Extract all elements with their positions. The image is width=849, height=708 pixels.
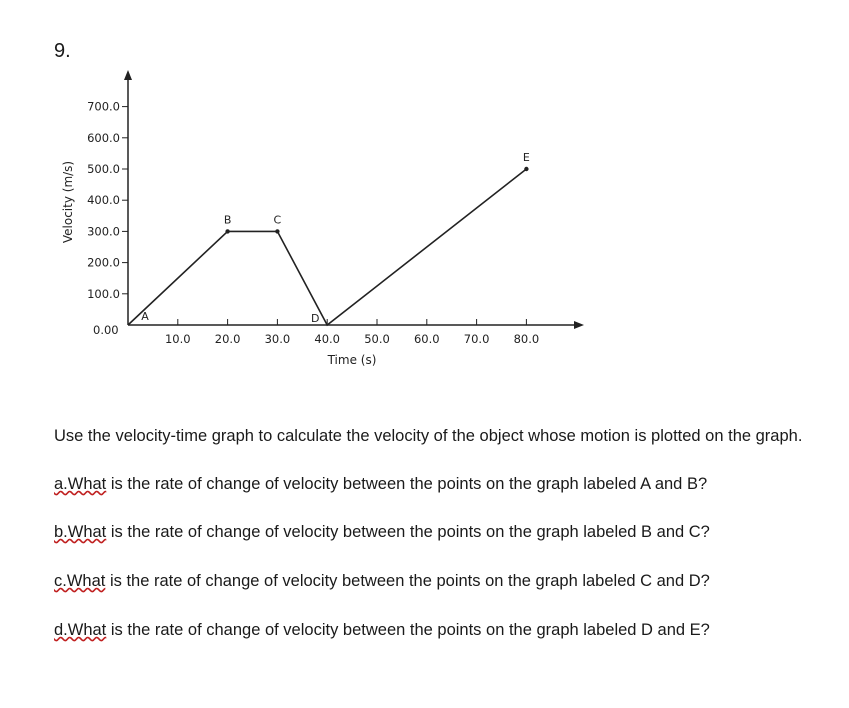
- chart-axes: [124, 70, 584, 329]
- y-axis-label: Velocity (m/s): [61, 161, 75, 243]
- velocity-series: [127, 166, 529, 327]
- question-b-label: b.What: [54, 523, 107, 541]
- y-axis-arrow: [124, 70, 132, 80]
- x-axis-label: Time (s): [327, 353, 377, 367]
- series-line: [127, 168, 527, 327]
- x-axis-ticks: 10.0 20.0 30.0 40.0 50.0 60.0 70.0 80.0: [165, 319, 539, 346]
- origin-label: 0.00: [93, 323, 119, 337]
- question-c: c.What is the rate of change of velocity…: [54, 572, 710, 591]
- question-c-label: c.What: [54, 572, 106, 590]
- point-label-b: B: [224, 213, 232, 226]
- x-tick-label: 30.0: [265, 332, 291, 346]
- question-c-text: is the rate of change of velocity betwee…: [105, 572, 710, 590]
- velocity-time-chart: 100.0 200.0 300.0 400.0 500.0 600.0 700.0 10.0…: [61, 70, 584, 367]
- point-marker-e: [524, 166, 529, 172]
- x-tick-label: 10.0: [165, 332, 191, 346]
- prompt-text: Use the velocity-time graph to calculate…: [54, 427, 803, 445]
- y-tick-label: 400.0: [87, 193, 120, 207]
- question-a-label: a.What: [54, 475, 107, 493]
- x-tick-label: 80.0: [514, 332, 540, 346]
- point-labels: A B C D E: [141, 151, 530, 325]
- point-marker-c: [275, 229, 280, 234]
- question-a-text: is the rate of change of velocity betwee…: [106, 475, 708, 493]
- question-b-text: is the rate of change of velocity betwee…: [106, 523, 710, 541]
- y-tick-label: 600.0: [87, 131, 120, 145]
- x-tick-label: 20.0: [215, 332, 241, 346]
- point-label-e: E: [523, 151, 530, 164]
- y-tick-label: 700.0: [87, 100, 120, 114]
- x-tick-label: 50.0: [364, 332, 390, 346]
- question-a: a.What is the rate of change of velocity…: [54, 475, 707, 494]
- y-tick-label: 300.0: [87, 224, 120, 238]
- x-axis-arrow: [574, 321, 584, 329]
- y-tick-label: 500.0: [87, 162, 120, 176]
- point-marker-b: [225, 229, 230, 234]
- y-axis-ticks: 100.0 200.0 300.0 400.0 500.0 600.0 700.0: [87, 100, 128, 301]
- question-d-text: is the rate of change of velocity betwee…: [106, 621, 710, 639]
- question-d-label: d.What: [54, 621, 107, 639]
- x-tick-label: 40.0: [314, 332, 340, 346]
- question-number: 9.: [54, 40, 71, 62]
- y-tick-label: 100.0: [87, 287, 120, 301]
- point-label-d: D: [311, 312, 319, 325]
- question-b: b.What is the rate of change of velocity…: [54, 523, 710, 542]
- x-tick-label: 70.0: [464, 332, 490, 346]
- y-tick-label: 200.0: [87, 256, 120, 270]
- point-label-a: A: [141, 310, 149, 323]
- x-tick-label: 60.0: [414, 332, 440, 346]
- question-d: d.What is the rate of change of velocity…: [54, 621, 710, 640]
- point-label-c: C: [274, 213, 282, 226]
